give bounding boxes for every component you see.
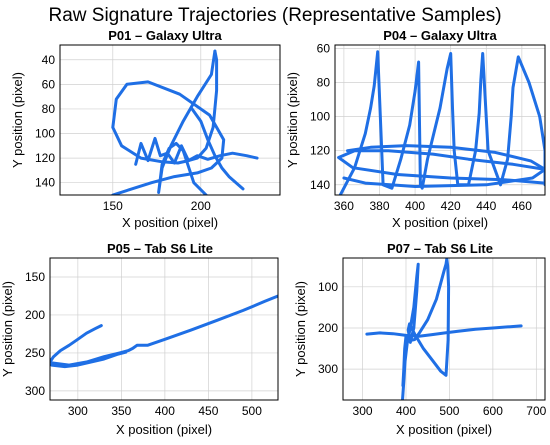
panel-2-ytick-label: 80 [317, 76, 331, 90]
panel-2: 360 380 400 420 440 460 60 80 100 120 140 P04 – Gal… [285, 28, 546, 230]
panel-3-xtick-label: 500 [242, 404, 262, 418]
panel-4-trajectory-2 [401, 258, 451, 400]
panel-3-trajectory-1 [50, 324, 103, 364]
panel-4-ytick-label: 200 [318, 321, 338, 335]
panel-4-xtick-label: 600 [483, 404, 503, 418]
panel-2-ytick-label: 100 [310, 110, 330, 124]
panel-1-title: P01 – Galaxy Ultra [108, 28, 222, 43]
panel-4-trajectory-1 [365, 324, 523, 338]
panel-4: 300 400 500 600 700 100 200 300 P07 – Tab S6 Lit… [293, 241, 547, 437]
panel-4-xtick-label: 700 [526, 404, 546, 418]
panel-2-trajectory-2 [337, 149, 545, 185]
panel-2-xtick-label: 400 [405, 199, 425, 213]
panel-2-trajectory-1 [338, 50, 545, 195]
panel-3-ytick-label: 300 [25, 384, 45, 398]
panel-1-trajectory-1 [111, 49, 226, 195]
panel-3-xtick-label: 400 [155, 404, 175, 418]
panel-2-ytick-label: 120 [310, 144, 330, 158]
panel-3-xtick-label: 350 [111, 404, 131, 418]
panel-4-xtick-label: 500 [439, 404, 459, 418]
panel-4-traces [365, 258, 523, 400]
panel-1-xtick-label: 150 [103, 199, 123, 213]
panels: 150 200 40 60 80 100 120 140 P01 – Galaxy Ultra X… [0, 28, 547, 437]
panel-2-ytick-label: 140 [310, 178, 330, 192]
panel-3-title: P05 – Tab S6 Lite [107, 241, 213, 256]
panel-1-trajectory-4 [190, 107, 245, 191]
panel-1-axes-frame [59, 44, 281, 196]
panel-1-ytick-label: 80 [42, 102, 56, 116]
panel-2-xlabel: X position (pixel) [392, 215, 488, 230]
panel-2-xtick-label: 440 [476, 199, 496, 213]
panel-1-ytick-label: 140 [35, 176, 55, 190]
panel-4-ytick-label: 100 [318, 280, 338, 294]
panel-4-title: P07 – Tab S6 Lite [387, 241, 493, 256]
panel-4-axes-frame [342, 257, 546, 401]
panel-3-ylabel: Y position (pixel) [0, 281, 15, 377]
panel-1-xlabel: X position (pixel) [122, 215, 218, 230]
panel-4-ylabel: Y position (pixel) [293, 281, 308, 377]
panel-2-xtick-label: 420 [441, 199, 461, 213]
panel-2-xtick-label: 380 [369, 199, 389, 213]
panel-2-ylabel: Y position (pixel) [285, 72, 300, 168]
panel-2-trajectory-3 [342, 144, 545, 188]
panel-3-ytick-label: 200 [25, 308, 45, 322]
panel-4-xlabel: X position (pixel) [396, 422, 492, 437]
panel-2-xtick-label: 360 [334, 199, 354, 213]
panel-2-title: P04 – Galaxy Ultra [383, 28, 497, 43]
panel-1-xtick-label: 200 [191, 199, 211, 213]
panel-3-xtick-label: 300 [68, 404, 88, 418]
panel-1-ytick-label: 60 [42, 77, 56, 91]
panel-2-traces [337, 50, 545, 195]
panel-1-ytick-label: 120 [35, 151, 55, 165]
figure-title: Raw Signature Trajectories (Representati… [48, 5, 501, 26]
panel-3-axes-frame [49, 257, 279, 401]
panel-1-ylabel: Y position (pixel) [10, 72, 25, 168]
panel-3: 300 350 400 450 500 150 200 250 300 P05 – Tab S6 … [0, 241, 279, 437]
panel-4-ytick-label: 300 [318, 362, 338, 376]
panel-3-xtick-label: 450 [198, 404, 218, 418]
panel-1-trajectory-3 [134, 136, 259, 166]
panel-4-xtick-label: 300 [353, 404, 373, 418]
panel-2-xtick-label: 460 [512, 199, 532, 213]
panel-1-ytick-label: 40 [42, 53, 56, 67]
panel-1-traces [111, 49, 259, 195]
panel-3-ytick-label: 250 [25, 346, 45, 360]
panel-3-xlabel: X position (pixel) [116, 422, 212, 437]
panel-1-ytick-label: 100 [35, 127, 55, 141]
panel-1: 150 200 40 60 80 100 120 140 P01 – Galaxy Ultra X… [10, 28, 281, 230]
panel-3-ytick-label: 150 [25, 270, 45, 284]
panel-2-ytick-label: 60 [317, 41, 331, 55]
panel-3-traces [50, 294, 278, 369]
panel-3-trajectory-3 [50, 350, 128, 369]
panel-4-xtick-label: 400 [396, 404, 416, 418]
panel-2-axes-frame [334, 44, 546, 196]
